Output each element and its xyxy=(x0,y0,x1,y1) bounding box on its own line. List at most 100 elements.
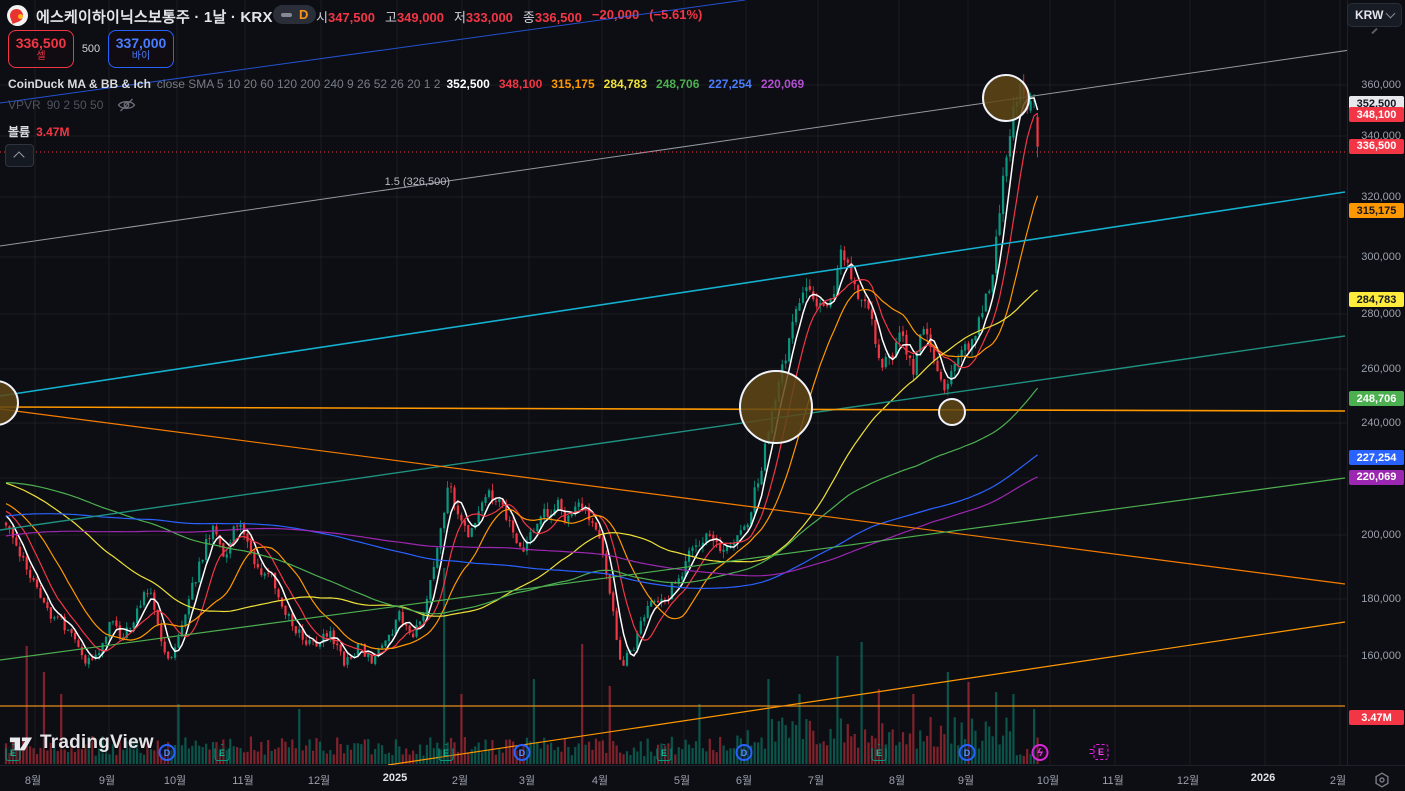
time-tick: 6월 xyxy=(735,775,753,787)
indicator-values: 352,500 348,100 315,175 284,783 248,706 227,2… xyxy=(446,77,813,91)
earnings-badge-icon[interactable]: E xyxy=(656,744,672,761)
price-tick: 320,000 xyxy=(1361,190,1401,203)
indicator-value: 227,254 xyxy=(708,77,752,91)
watermark-text: TradingView xyxy=(40,732,154,753)
indicator-legend-vpvr[interactable]: VPVR 90 2 50 50 xyxy=(8,98,136,112)
time-tick: 2025 xyxy=(382,772,408,784)
sell-button[interactable]: 336,500 셀 xyxy=(8,30,74,68)
volatility-bolt-icon[interactable]: ϟ xyxy=(1031,744,1049,761)
time-axis[interactable]: 8월 9월 10월 11월 12월 2025 2월 3월 4월 5월 6월 7월 8월 9월 10월 11월 1… xyxy=(0,765,1405,791)
indicator-value: 348,100 xyxy=(498,77,543,91)
teal-trendline xyxy=(0,335,1346,531)
high-value: 349,000 xyxy=(396,10,444,25)
chevron-up-icon xyxy=(13,151,25,163)
time-tick: 8월 xyxy=(24,775,42,787)
indicator-legend-ma-bb-ich[interactable]: CoinDuck MA & BB & Ich close SMA 5 10 20… xyxy=(8,77,813,91)
dividend-badge-icon[interactable]: D xyxy=(735,744,753,761)
sma-10-line xyxy=(5,112,1038,657)
symbol-title[interactable]: 에스케이하이닉스보통주 · 1날 · KRX xyxy=(36,9,273,26)
buy-label: 바이 xyxy=(131,50,151,62)
change-value: −20,000 xyxy=(591,7,640,22)
time-tick: 9월 xyxy=(98,775,116,787)
price-tick: 340,000 xyxy=(1361,129,1401,142)
currency-value: KRW xyxy=(1355,8,1384,22)
indicator-value: 315,175 xyxy=(551,77,595,91)
time-tick: 3월 xyxy=(518,775,536,787)
time-tick: 11월 xyxy=(1102,775,1124,787)
sma-60-line xyxy=(5,289,1038,617)
price-value-label: 248,706 xyxy=(1349,391,1404,407)
price-value-label: 3.47M xyxy=(1349,710,1404,725)
orange-ascending xyxy=(387,621,1346,765)
indicator-value: 352,500 xyxy=(446,77,490,91)
trade-panel: 336,500 셀 500 337,000 바이 xyxy=(8,30,174,68)
blue-trendline xyxy=(0,0,746,104)
fib-1.5-trendline xyxy=(0,49,1347,247)
chevron-down-icon xyxy=(1385,8,1396,19)
sma-200-line xyxy=(5,454,1038,590)
dividend-badge-icon[interactable]: D xyxy=(158,744,176,761)
visibility-off-icon[interactable] xyxy=(117,98,136,112)
minus-icon xyxy=(281,12,292,17)
price-tick: 300,000 xyxy=(1361,250,1401,263)
collapse-pane-button[interactable] xyxy=(5,144,34,167)
ohlc-readout: 시347,500 고349,000 저333,000 종336,500 −20,… xyxy=(316,7,702,26)
volume-value: 3.47M xyxy=(36,124,70,139)
chart-svg[interactable] xyxy=(0,0,1347,765)
earnings-badge-icon[interactable]: E xyxy=(871,744,887,761)
price-value-label: 227,254 xyxy=(1349,450,1404,466)
price-value-label: 220,069 xyxy=(1349,469,1404,485)
indicator-params: close SMA 5 10 20 60 120 200 240 9 26 52… xyxy=(156,77,441,91)
settings-gear-icon[interactable] xyxy=(1374,772,1390,788)
fib-extension-label[interactable]: 1.5 (326,500) xyxy=(384,176,450,188)
indicator-name: CoinDuck MA & BB & Ich xyxy=(8,77,151,91)
interval-pill[interactable]: D xyxy=(273,5,317,24)
close-label: 종 xyxy=(522,10,535,25)
future-earnings-badge-icon[interactable]: E xyxy=(1089,744,1109,760)
spread-value: 500 xyxy=(81,43,101,55)
indicator-value: 220,069 xyxy=(760,77,805,91)
price-value-label: 284,783 xyxy=(1349,292,1404,308)
volume-bars xyxy=(4,568,1039,764)
sma-240-line xyxy=(5,476,1038,577)
price-axis[interactable]: 360,000 340,000 320,000 300,000 280,000 260,0… xyxy=(1347,0,1405,765)
price-tick: 240,000 xyxy=(1361,416,1401,429)
currency-dropdown[interactable]: KRW xyxy=(1347,3,1402,27)
time-tick: 7월 xyxy=(807,775,825,787)
price-tick: 360,000 xyxy=(1361,78,1401,91)
open-label: 시 xyxy=(316,10,328,25)
indicator-legend-volume[interactable]: 볼륨 3.47M xyxy=(8,123,69,140)
green-trendline xyxy=(0,477,1346,661)
symbol-logo xyxy=(7,5,28,26)
time-tick: 11월 xyxy=(232,775,254,787)
logo-yellow-dot xyxy=(18,14,23,19)
interval-badge[interactable]: D xyxy=(299,7,309,22)
orange-horizontal-248700 xyxy=(0,406,1346,412)
price-tick: 180,000 xyxy=(1361,592,1401,605)
price-value-label: 336,500 xyxy=(1349,138,1404,154)
price-tick: 260,000 xyxy=(1361,362,1401,375)
sell-price: 336,500 xyxy=(15,34,67,51)
time-tick: 2026 xyxy=(1250,772,1276,784)
sell-label: 셀 xyxy=(36,50,46,62)
annotation-circle-1 xyxy=(739,370,813,444)
change-pct: (−5.61%) xyxy=(649,7,703,22)
dividend-badge-icon[interactable]: D xyxy=(958,744,976,761)
sma-20-line xyxy=(5,195,1039,650)
time-tick: 5월 xyxy=(673,775,691,787)
cyan-trendline xyxy=(0,191,1346,397)
high-label: 고 xyxy=(384,10,397,25)
orange-descending xyxy=(0,408,1346,585)
price-tick: 160,000 xyxy=(1361,649,1401,662)
earnings-badge-icon[interactable]: E xyxy=(438,744,454,761)
sma-120-line xyxy=(5,387,1039,615)
earnings-badge-icon[interactable]: E xyxy=(214,744,230,761)
open-value: 347,500 xyxy=(327,10,375,25)
low-label: 저 xyxy=(453,10,466,25)
indicator-value: 284,783 xyxy=(603,77,648,91)
dividend-badge-icon[interactable]: D xyxy=(513,744,531,761)
close-value: 336,500 xyxy=(534,10,582,25)
time-tick: 2월 xyxy=(451,775,469,787)
buy-button[interactable]: 337,000 바이 xyxy=(108,30,174,68)
